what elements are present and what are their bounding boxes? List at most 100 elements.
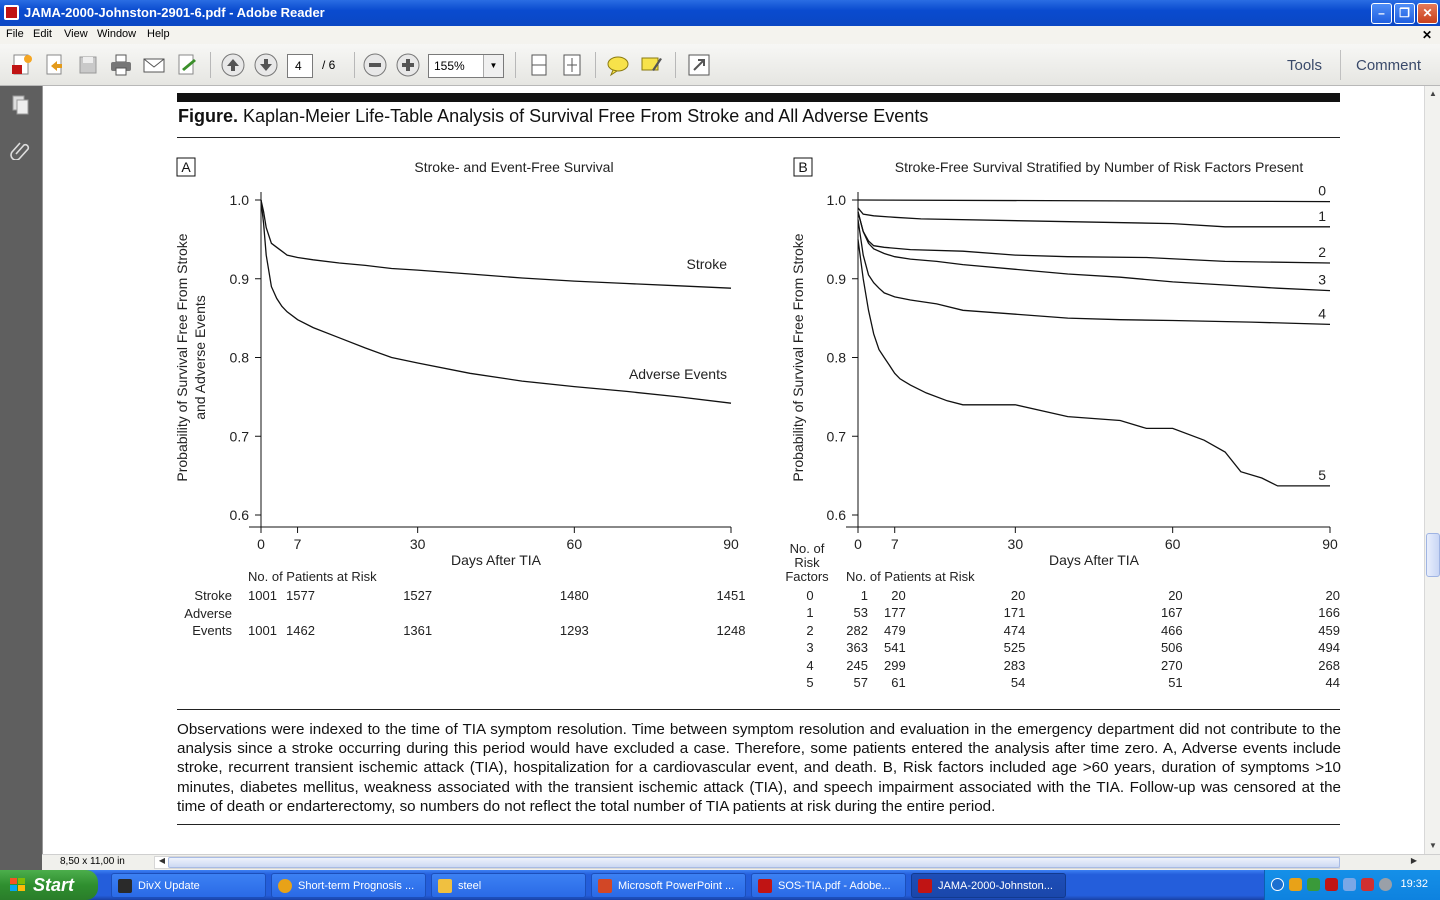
- zoom-select[interactable]: 155% ▼: [428, 54, 504, 78]
- task-jama-pdf[interactable]: JAMA-2000-Johnston...: [911, 873, 1066, 898]
- chevron-down-icon[interactable]: ▼: [483, 55, 503, 77]
- menu-view[interactable]: View: [64, 28, 88, 40]
- menu-help[interactable]: Help: [147, 28, 170, 40]
- panel-a-ytick-label: 0.7: [230, 428, 250, 444]
- next-page-icon[interactable]: [253, 52, 279, 78]
- panel-a-at-risk-value: 1451: [717, 588, 746, 603]
- create-pdf-icon[interactable]: [9, 52, 35, 78]
- figure-title-text: Kaplan-Meier Life-Table Analysis of Surv…: [238, 106, 929, 126]
- panel-b-at-risk-row-label: 3: [806, 640, 813, 655]
- clock: 19:32: [1400, 878, 1428, 890]
- tray-app-icon[interactable]: [1289, 878, 1302, 891]
- scroll-right-icon[interactable]: ▶: [1410, 856, 1418, 865]
- highlight-icon[interactable]: [638, 52, 664, 78]
- panel-b-series-label: 2: [1318, 244, 1326, 260]
- panel-a-at-risk-value: 1527: [403, 588, 432, 603]
- fit-page-icon[interactable]: [559, 52, 585, 78]
- previous-page-icon[interactable]: [220, 52, 246, 78]
- tray-adobe-icon[interactable]: [1325, 878, 1338, 891]
- panel-b-ytick-label: 1.0: [827, 192, 847, 208]
- pdf-icon: [918, 879, 932, 893]
- panel-a-xtick-label: 60: [567, 536, 583, 552]
- email-icon[interactable]: [141, 52, 167, 78]
- export-pdf-icon[interactable]: [42, 52, 68, 78]
- panel-a-xtick-label: 7: [294, 536, 302, 552]
- menu-edit[interactable]: Edit: [33, 28, 52, 40]
- panel-b-at-risk-value: 541: [884, 640, 906, 655]
- panel-b-at-risk-value: 466: [1161, 623, 1183, 638]
- sign-icon[interactable]: [174, 52, 200, 78]
- powerpoint-icon: [598, 879, 612, 893]
- close-window-button[interactable]: ✕: [1417, 3, 1438, 24]
- panel-b-series-label: 1: [1318, 208, 1326, 224]
- zoom-value: 155%: [434, 59, 465, 73]
- tray-volume-icon[interactable]: [1343, 878, 1356, 891]
- attachments-icon[interactable]: [10, 138, 32, 161]
- panel-b-at-risk-value: 166: [1318, 605, 1340, 620]
- panel-a-at-risk-row-label: Events: [192, 623, 232, 638]
- menu-file[interactable]: File: [6, 28, 24, 40]
- page-size: 8,50 x 11,00 in: [60, 856, 125, 867]
- panel-b-xtick-label: 90: [1322, 536, 1338, 552]
- zoom-in-icon[interactable]: [395, 52, 421, 78]
- task-chrome[interactable]: Short-term Prognosis ...: [271, 873, 426, 898]
- task-sos-tia-pdf[interactable]: SOS-TIA.pdf - Adobe...: [751, 873, 906, 898]
- minimize-button[interactable]: –: [1371, 3, 1392, 24]
- windows-logo-icon: [10, 878, 25, 891]
- panel-a-ytick-label: 0.6: [230, 507, 250, 523]
- task-powerpoint[interactable]: Microsoft PowerPoint ...: [591, 873, 746, 898]
- scroll-up-icon[interactable]: ▲: [1429, 89, 1437, 98]
- pages-icon[interactable]: [10, 94, 32, 116]
- document-view[interactable]: Figure. Kaplan-Meier Life-Table Analysis…: [42, 86, 1424, 854]
- menu-window[interactable]: Window: [97, 28, 137, 40]
- panel-b-at-risk-row-label: 2: [806, 623, 813, 638]
- panel-a-x-axis-label: Days After TIA: [451, 552, 542, 568]
- sticky-note-icon[interactable]: [605, 52, 631, 78]
- panel-b-ytick-label: 0.9: [827, 271, 847, 287]
- page-number-input[interactable]: 4: [287, 54, 313, 78]
- panel-b-series-line: [857, 199, 1331, 203]
- tray-expand-icon[interactable]: [1271, 878, 1284, 891]
- panel-b-at-risk-value: 53: [854, 605, 868, 620]
- restore-button[interactable]: ❐: [1394, 3, 1415, 24]
- horizontal-scroll-thumb[interactable]: [168, 857, 1340, 868]
- scroll-down-icon[interactable]: ▼: [1429, 841, 1437, 850]
- close-document-icon[interactable]: ✕: [1421, 28, 1432, 42]
- taskbar: Start DivX Update Short-term Prognosis .…: [0, 870, 1440, 900]
- tray-network-icon[interactable]: [1307, 878, 1320, 891]
- panel-b-at-risk-value: 20: [1168, 588, 1182, 603]
- panel-b-xtick-label: 7: [891, 536, 899, 552]
- vertical-scroll-thumb[interactable]: [1426, 533, 1440, 577]
- figure-caption: Observations were indexed to the time of…: [177, 721, 1341, 815]
- panel-b-at-risk-value: 20: [1326, 588, 1340, 603]
- start-button[interactable]: Start: [0, 870, 98, 900]
- scrolling-mode-icon[interactable]: [526, 52, 552, 78]
- figure-charts: A Stroke- and Event-Free Survival 0.6 0.7 0.…: [174, 157, 1340, 690]
- save-icon[interactable]: [75, 52, 101, 78]
- panel-b-series-line: [857, 207, 1330, 228]
- panel-b-factor-header: Risk: [794, 555, 820, 570]
- start-label: Start: [33, 875, 75, 895]
- scroll-left-icon[interactable]: ◀: [158, 856, 166, 865]
- task-divx-update[interactable]: DivX Update: [111, 873, 266, 898]
- tools-button[interactable]: Tools: [1287, 57, 1323, 74]
- panel-a-series-label: Adverse Events: [629, 366, 727, 382]
- tray-security-icon[interactable]: [1361, 878, 1374, 891]
- panel-b-series-line: [857, 211, 1331, 264]
- panel-b-at-risk-value: 494: [1318, 640, 1340, 655]
- comment-button[interactable]: Comment: [1356, 57, 1422, 74]
- tray-update-icon[interactable]: [1379, 878, 1392, 891]
- panel-a-series-line: [260, 199, 732, 289]
- print-icon[interactable]: [108, 52, 134, 78]
- expand-icon[interactable]: [686, 52, 712, 78]
- task-steel-folder[interactable]: steel: [431, 873, 586, 898]
- panel-b-at-risk-value: 245: [846, 658, 868, 673]
- caption-bottom-rule: [177, 824, 1340, 825]
- panel-a-xtick-label: 0: [257, 536, 265, 552]
- chrome-icon: [278, 879, 292, 893]
- caption-top-rule: [177, 709, 1340, 710]
- vertical-scrollbar[interactable]: ▲ ▼: [1424, 86, 1440, 854]
- panel-b-at-risk-value: 474: [1004, 623, 1026, 638]
- zoom-out-icon[interactable]: [362, 52, 388, 78]
- figure-label: Figure.: [178, 106, 239, 126]
